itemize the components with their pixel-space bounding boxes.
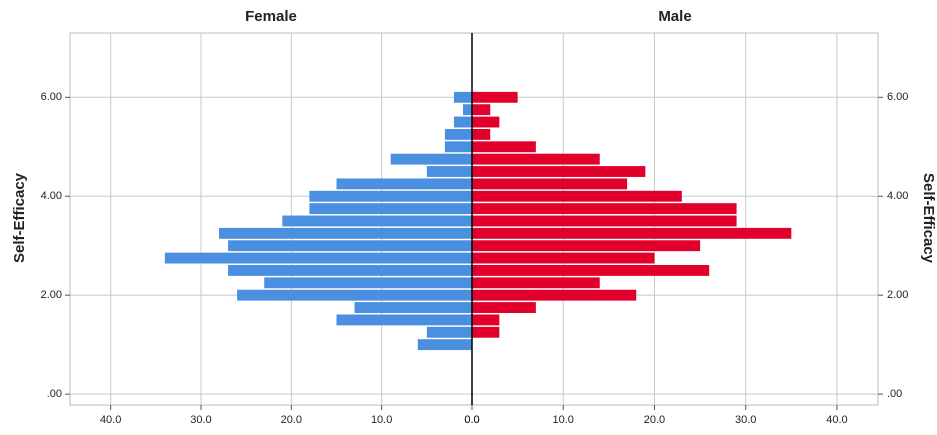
bar xyxy=(472,141,536,153)
bar xyxy=(472,116,500,128)
x-tick-label: 20.0 xyxy=(281,414,302,426)
bar xyxy=(336,178,472,190)
bar xyxy=(164,252,472,264)
y-tick-label: 6.00 xyxy=(887,91,908,103)
bar xyxy=(472,240,701,252)
bar xyxy=(309,190,472,202)
bar xyxy=(444,128,472,140)
bar xyxy=(472,302,536,313)
bar xyxy=(219,227,472,239)
y-tick-label: 2.00 xyxy=(41,289,62,301)
x-tick-label: 0.0 xyxy=(464,414,479,426)
y-tick-label: 6.00 xyxy=(41,91,62,103)
panel-title: Male xyxy=(658,8,691,25)
y-axis-label: Self-Efficacy xyxy=(11,172,28,263)
bar xyxy=(228,240,472,252)
bar xyxy=(472,178,628,190)
y-tick-label: 4.00 xyxy=(41,190,62,202)
bar xyxy=(336,314,472,326)
x-tick-label: 30.0 xyxy=(190,414,211,426)
bar xyxy=(228,265,472,276)
bar xyxy=(472,265,710,276)
x-tick-label: 10.0 xyxy=(553,414,574,426)
bar xyxy=(472,326,500,338)
bar xyxy=(472,153,600,165)
bar xyxy=(472,104,491,116)
bar xyxy=(444,141,472,153)
bar xyxy=(472,166,646,177)
panel-title: Female xyxy=(245,8,297,25)
bar xyxy=(426,326,472,338)
bar xyxy=(472,314,500,326)
bar xyxy=(426,166,472,177)
y-tick-label: 4.00 xyxy=(887,190,908,202)
bar xyxy=(472,203,737,215)
x-tick-label: 20.0 xyxy=(644,414,665,426)
bar xyxy=(390,153,472,165)
x-tick-label: 10.0 xyxy=(371,414,392,426)
bar xyxy=(472,227,792,239)
x-tick-label: 30.0 xyxy=(735,414,756,426)
y-tick-label: 2.00 xyxy=(887,289,908,301)
x-tick-label: 0.0 xyxy=(464,414,479,426)
bar xyxy=(472,128,491,140)
y-tick-label: .00 xyxy=(887,388,902,400)
x-tick-label: 40.0 xyxy=(100,414,121,426)
bar xyxy=(453,91,472,103)
bar xyxy=(472,252,655,264)
bar xyxy=(417,339,472,351)
x-tick-label: 40.0 xyxy=(826,414,847,426)
bar xyxy=(472,190,682,202)
bar xyxy=(472,289,637,301)
bar xyxy=(264,277,472,289)
bar xyxy=(237,289,472,301)
bar xyxy=(282,215,472,227)
bar xyxy=(472,277,600,289)
bar xyxy=(354,302,472,313)
y-tick-label: .00 xyxy=(47,388,62,400)
y-axis-label-right: Self-Efficacy xyxy=(920,173,937,264)
bar xyxy=(472,91,518,103)
bar xyxy=(472,215,737,227)
bar xyxy=(309,203,472,215)
bar xyxy=(453,116,472,128)
bar xyxy=(462,104,472,116)
